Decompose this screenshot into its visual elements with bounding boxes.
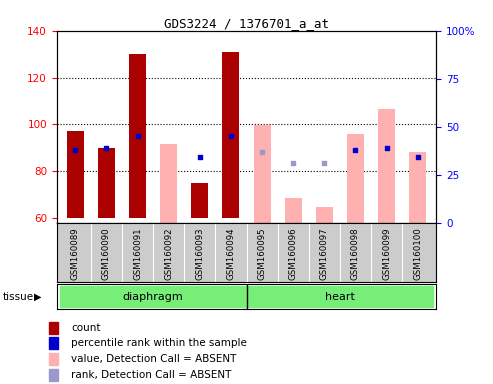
Bar [160,144,177,223]
Text: heart: heart [325,291,355,302]
Text: diaphragm: diaphragm [123,291,183,302]
Text: GSM160095: GSM160095 [257,227,267,280]
Bar [284,198,302,223]
Point [289,160,297,166]
Text: GSM160089: GSM160089 [71,227,80,280]
Text: percentile rank within the sample: percentile rank within the sample [71,338,247,348]
Text: GSM160097: GSM160097 [320,227,329,280]
Point [383,145,390,151]
Text: GSM160099: GSM160099 [382,227,391,280]
Text: GSM160090: GSM160090 [102,227,111,280]
Point [71,147,79,153]
Bar [191,183,209,218]
Text: GSM160100: GSM160100 [413,227,422,280]
Bar [67,131,84,218]
Bar [49,337,58,349]
Point [414,154,422,160]
Text: value, Detection Call = ABSENT: value, Detection Call = ABSENT [71,354,236,364]
Bar [98,148,115,218]
Text: GSM160096: GSM160096 [289,227,298,280]
Point [196,154,204,160]
Text: GSM160092: GSM160092 [164,227,173,280]
Point [320,160,328,166]
Text: count: count [71,323,101,333]
Bar [60,286,246,307]
Point [258,149,266,155]
Text: GSM160093: GSM160093 [195,227,204,280]
Point [134,133,141,139]
Bar [129,54,146,218]
Bar [246,286,433,307]
Bar [347,134,364,223]
Bar [49,353,58,365]
Point [227,133,235,139]
Title: GDS3224 / 1376701_a_at: GDS3224 / 1376701_a_at [164,17,329,30]
Bar [316,207,333,223]
Text: GSM160098: GSM160098 [351,227,360,280]
Text: GSM160094: GSM160094 [226,227,236,280]
Text: GSM160091: GSM160091 [133,227,142,280]
Point [103,145,110,151]
Bar [253,125,271,223]
Bar [378,109,395,223]
Text: tissue: tissue [2,291,34,302]
Text: ▶: ▶ [34,291,41,302]
Bar [222,52,240,218]
Bar [49,369,58,381]
Bar [49,322,58,334]
Point [352,147,359,153]
Bar [409,152,426,223]
Text: rank, Detection Call = ABSENT: rank, Detection Call = ABSENT [71,370,231,380]
